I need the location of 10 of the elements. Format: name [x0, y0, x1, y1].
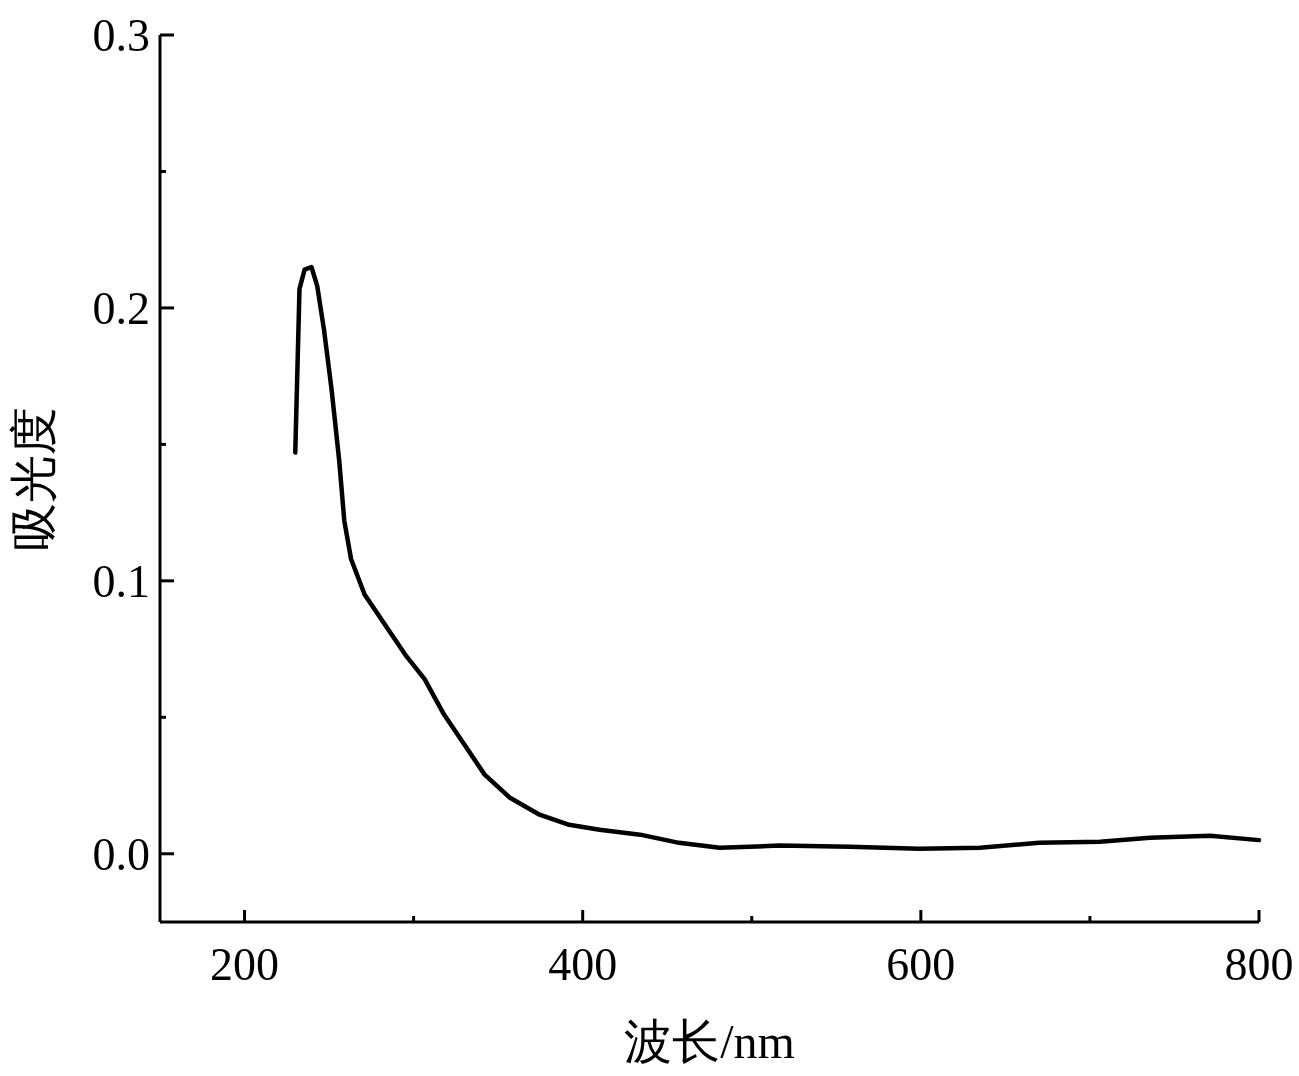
x-tick-label: 400: [548, 939, 618, 990]
x-axis-title: 波长/nm: [624, 1015, 795, 1068]
x-tick-label: 800: [1224, 939, 1294, 990]
y-tick-label: 0.3: [92, 10, 150, 61]
y-tick-label: 0.2: [92, 282, 150, 334]
y-axis-title: 吸光度: [7, 406, 60, 551]
y-tick-label: 0.1: [92, 555, 150, 607]
x-tick-label: 200: [210, 939, 280, 990]
y-tick-label: 0.0: [92, 828, 150, 880]
x-tick-label: 600: [886, 939, 956, 990]
